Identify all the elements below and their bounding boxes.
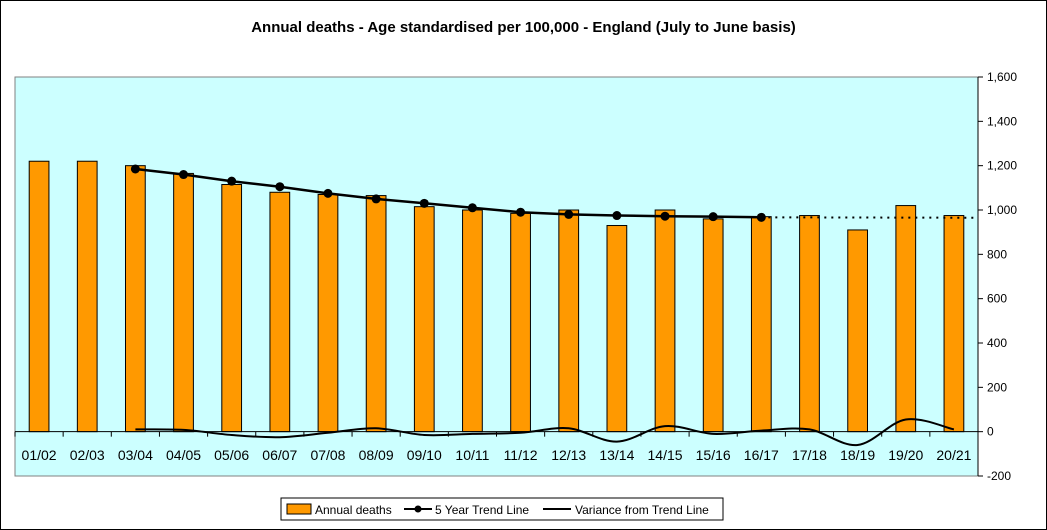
y-tick-label: 0 [987,425,994,439]
bar-06-07 [269,191,291,433]
bar-series [28,160,965,433]
category-label: 16/17 [744,447,779,463]
category-label: 12/13 [551,447,586,463]
category-label: 08/09 [359,447,394,463]
legend-label-annual-deaths: Annual deaths [315,503,392,517]
category-label: 15/16 [696,447,731,463]
y-tick-label: 1,200 [987,159,1017,173]
trend-marker [371,194,381,204]
bar-15-16 [702,218,724,433]
bar-20-21 [943,215,965,433]
y-axis: -200 0 200 400 600 800 1,000 1,200 1,400 1,600 [977,70,1017,483]
trend-marker [708,212,718,222]
trend-marker [516,207,526,217]
legend-label-trend-line: 5 Year Trend Line [435,503,529,517]
y-tick-label: 600 [987,292,1007,306]
category-label: 06/07 [262,447,297,463]
trend-line [135,167,762,219]
chart-title: Annual deaths - Age standardised per 100… [251,19,796,36]
trend-marker [323,188,333,198]
y-tick-label: 1,000 [987,203,1017,217]
category-label: 07/08 [310,447,345,463]
category-labels: 01/02 02/03 03/04 04/05 05/06 06/07 07/08 08/09… [22,447,972,463]
bar-01-02 [28,160,50,433]
bar-19-20 [895,205,917,433]
trend-marker [130,164,140,174]
y-tick-label: 1,600 [987,70,1017,84]
trend-marker [179,170,189,180]
legend-swatch-trend-marker [414,505,422,513]
y-tick-label: 200 [987,380,1007,394]
category-label: 13/14 [599,447,634,463]
legend: Annual deaths 5 Year Trend Line Variance… [280,497,724,521]
bar-02-03 [76,160,98,433]
category-label: 09/10 [407,447,442,463]
bar-10-11 [462,209,483,433]
bar-17-18 [799,215,820,433]
trend-marker [612,211,622,221]
trend-marker [275,182,285,192]
trend-marker [660,211,670,221]
bar-05-06 [221,184,243,433]
bar-04-05 [173,172,194,433]
trend-marker [227,176,237,186]
trend-marker [756,212,766,222]
category-label: 05/06 [214,447,249,463]
category-label: 18/19 [840,447,875,463]
category-label: 19/20 [888,447,923,463]
bar-12-13 [558,209,580,433]
legend-box [280,497,724,521]
legend-label-variance-line: Variance from Trend Line [575,503,709,517]
y-tick-label: 400 [987,336,1007,350]
bar-18-19 [847,229,868,433]
y-tick-label: 1,400 [987,114,1017,128]
bar-16-17 [750,216,772,433]
category-label: 02/03 [70,447,105,463]
trend-marker [419,198,429,208]
trend-marker [564,209,574,219]
bar-13-14 [606,225,628,433]
category-label: 14/15 [648,447,683,463]
category-label: 20/21 [936,447,971,463]
bar-08-09 [365,195,387,433]
trend-marker [467,203,477,213]
category-label: 03/04 [118,447,153,463]
legend-swatch-annual-deaths [286,503,312,515]
y-tick-label: -200 [987,469,1011,483]
bar-07-08 [317,193,339,433]
bar-09-10 [413,206,435,433]
category-label: 04/05 [166,447,201,463]
category-label: 11/12 [504,447,538,463]
category-label: 17/18 [792,447,827,463]
bar-14-15 [654,209,676,433]
category-label: 10/11 [455,447,489,463]
variance-line [135,418,955,447]
plot-area [14,76,979,477]
trend-markers [130,164,766,222]
bar-03-04 [125,165,146,433]
category-label: 01/02 [22,447,57,463]
y-tick-label: 800 [987,247,1007,261]
bar-11-12 [510,212,531,433]
